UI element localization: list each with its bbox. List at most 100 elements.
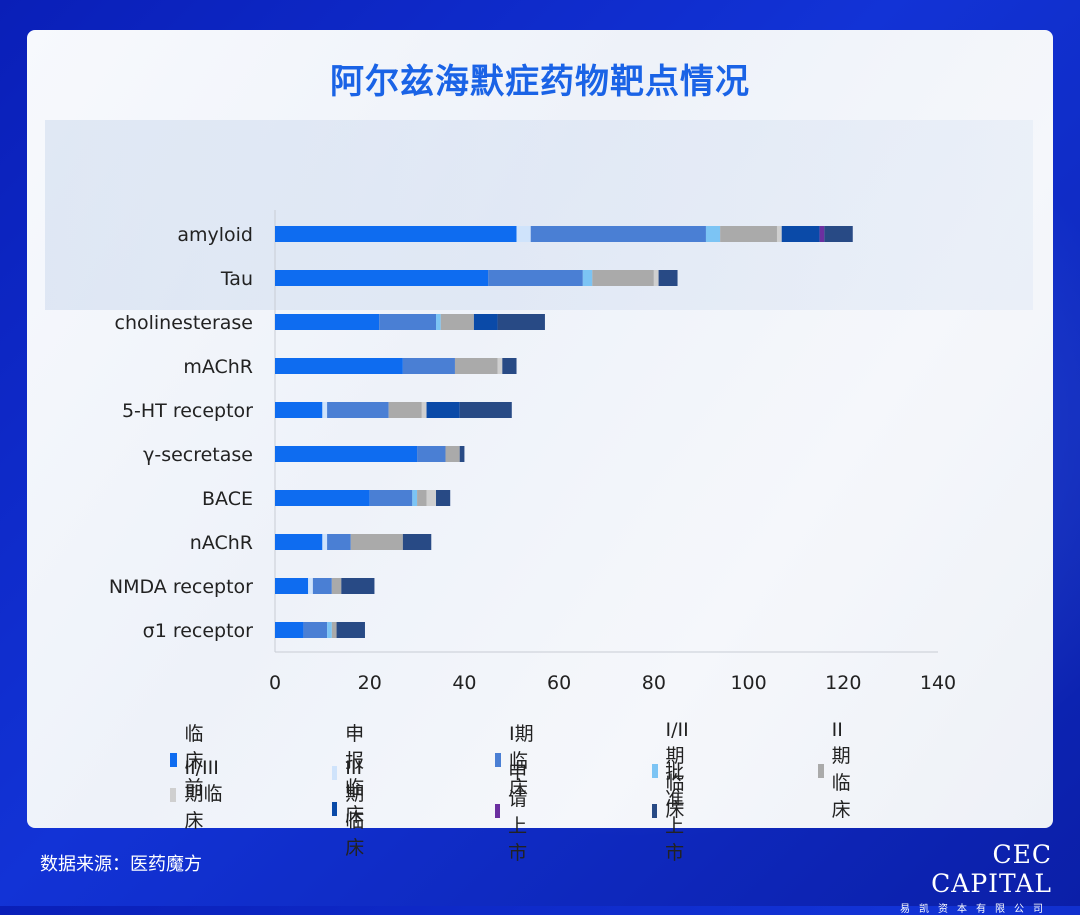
legend-label: 批准上市	[665, 761, 685, 864]
bar-segment	[412, 490, 418, 506]
data-source: 数据来源：医药魔方	[40, 854, 202, 875]
bar-segment	[658, 270, 678, 286]
bar-segment	[303, 622, 328, 638]
bar-segment	[275, 578, 309, 594]
legend-item: II/III期临床	[170, 757, 226, 833]
legend-item: 申报临床	[332, 719, 373, 827]
category-label: Tau	[220, 268, 253, 290]
legend-swatch	[818, 763, 824, 778]
bar-segment	[426, 402, 460, 418]
category-label: nAChR	[190, 532, 253, 554]
bar-segment	[275, 270, 489, 286]
bar-segment	[275, 314, 380, 330]
category-label: σ1 receptor	[143, 620, 254, 642]
legend-item: I/II期临床	[652, 719, 697, 822]
bar-segment	[473, 314, 498, 330]
category-label: 5-HT receptor	[122, 400, 253, 422]
legend-item: 临床前	[170, 719, 211, 800]
category-label: NMDA receptor	[109, 576, 253, 598]
legend-swatch	[332, 801, 338, 816]
legend-label: II/III期临床	[184, 757, 223, 832]
bar-segment	[436, 490, 451, 506]
logo-main-text: CEC CAPITAL	[931, 840, 1052, 898]
legend-item: 批准上市	[652, 757, 693, 865]
bar-segment	[308, 578, 313, 594]
bar-segment	[776, 226, 782, 242]
legend-swatch	[332, 766, 338, 780]
legend-swatch	[170, 752, 177, 767]
legend-label: I期临床	[509, 723, 534, 799]
bar-segment	[781, 226, 820, 242]
category-label: BACE	[202, 488, 253, 510]
category-label: cholinesterase	[115, 312, 253, 334]
legend-swatch	[170, 788, 177, 802]
bar-segment	[369, 490, 413, 506]
bar-segment	[275, 226, 517, 242]
legend-swatch	[495, 804, 501, 818]
bar-segment	[388, 402, 422, 418]
x-tick-label: 60	[547, 672, 571, 694]
bar-segment	[582, 270, 593, 286]
legend-label: 临床前	[184, 723, 204, 799]
legend-item: I期临床	[495, 719, 536, 800]
bar-segment	[336, 622, 365, 638]
bar-segment	[331, 622, 337, 638]
bar-segment	[440, 314, 474, 330]
x-tick-label: 0	[269, 672, 281, 694]
bar-segment	[530, 226, 706, 242]
bar-segment	[497, 358, 503, 374]
legend-swatch	[652, 804, 658, 818]
bar-segment	[592, 270, 654, 286]
legend-item: 申请上市	[495, 757, 536, 865]
chart-title: 阿尔兹海默症药物靶点情况	[330, 62, 750, 102]
bar-segment	[275, 402, 323, 418]
bar-segment	[275, 534, 323, 550]
category-label: mAChR	[183, 356, 253, 378]
bar-segment	[402, 534, 432, 550]
bar-segment	[312, 578, 332, 594]
bar-segment	[488, 270, 583, 286]
legend-item: II期临床	[818, 719, 859, 822]
legend-swatch	[652, 763, 658, 778]
bar-segment	[653, 270, 659, 286]
legend-item: III期临床	[332, 757, 373, 860]
bar-segment	[327, 534, 351, 550]
bar-segment	[327, 402, 389, 418]
category-label: γ-secretase	[143, 444, 253, 466]
bar-segment	[275, 446, 418, 462]
x-tick-label: 140	[920, 672, 956, 694]
x-tick-label: 120	[825, 672, 861, 694]
bar-segment	[379, 314, 437, 330]
legend-label: III期临床	[345, 757, 365, 859]
bar-segment	[275, 358, 403, 374]
x-tick-label: 40	[452, 672, 476, 694]
bar-segment	[322, 402, 328, 418]
bar-segment	[459, 402, 512, 418]
bar-segment	[502, 358, 517, 374]
bar-segment	[402, 358, 455, 374]
company-logo: CEC CAPITAL 易凯资本有限公司	[872, 840, 1052, 915]
legend-label: II期临床	[831, 719, 851, 821]
bar-segment	[516, 226, 531, 242]
bar-segment	[417, 490, 427, 506]
x-tick-label: 80	[642, 672, 666, 694]
x-tick-label: 100	[730, 672, 766, 694]
bar-segment	[322, 534, 328, 550]
legend-label: 申报临床	[345, 723, 365, 826]
bar-segment	[497, 314, 545, 330]
bar-segment	[720, 226, 777, 242]
bar-segment	[350, 534, 403, 550]
legend-swatch	[495, 752, 502, 767]
legend-label: 申请上市	[508, 761, 528, 864]
bar-segment	[426, 490, 437, 506]
chart-card	[27, 30, 1053, 828]
bar-segment	[454, 358, 498, 374]
bar-segment	[436, 314, 441, 330]
bar-segment	[275, 622, 304, 638]
bar-segment	[341, 578, 375, 594]
bar-segment	[705, 226, 721, 242]
bar-segment	[275, 490, 370, 506]
bar-segment	[459, 446, 465, 462]
x-tick-label: 20	[358, 672, 382, 694]
